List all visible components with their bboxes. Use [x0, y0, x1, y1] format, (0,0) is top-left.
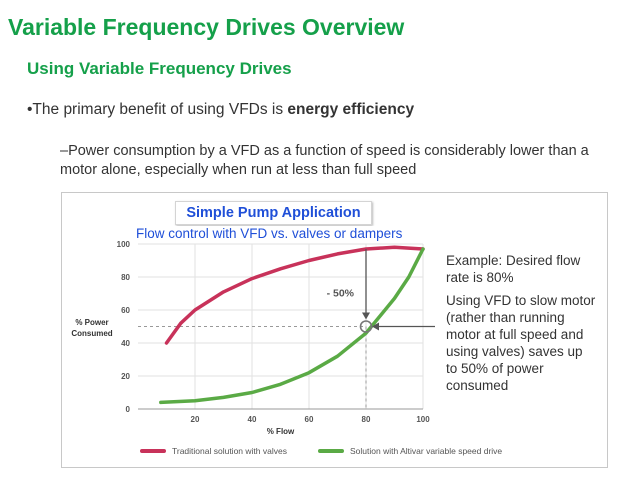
chart-title: Simple Pump Application [175, 201, 372, 225]
sub-bullet-power-consumption: –Power consumption by a VFD as a functio… [60, 143, 589, 178]
legend-label-vfd-curve: Solution with Altivar variable speed dri… [350, 446, 502, 456]
example-note-line-2: Using VFD to slow motor (rather than run… [446, 293, 596, 393]
x-tick-label: 60 [305, 415, 314, 424]
x-tick-label: 80 [362, 415, 371, 424]
operating-point-marker [359, 320, 373, 333]
y-axis-label-line-1: % Power [75, 318, 108, 327]
slide-subtitle: Using Variable Frequency Drives [27, 59, 292, 78]
vfd-curve [159, 247, 425, 405]
valves-curve [164, 245, 425, 345]
y-axis-label-line-2: Consumed [71, 329, 112, 338]
x-axis-label: % Flow [267, 427, 295, 436]
pointer-arrow-head [372, 322, 379, 331]
chart-subtitle: Flow control with VFD vs. valves or damp… [134, 226, 405, 241]
y-tick-label: 60 [121, 306, 130, 315]
bullet-primary-benefit-bold: energy efficiency [287, 101, 415, 118]
y-tick-label: 100 [117, 240, 131, 249]
y-tick-label: 20 [121, 372, 130, 381]
example-note: Example: Desired flow rate is 80% Using … [446, 252, 596, 400]
bullet-primary-benefit: •The primary benefit of using VFDs is en… [27, 101, 414, 119]
savings-annotation: - 50% [327, 288, 355, 300]
slide-title: Variable Frequency Drives Overview [8, 14, 405, 40]
x-tick-label: 20 [191, 415, 200, 424]
y-tick-label: 0 [126, 405, 131, 414]
x-tick-label: 40 [248, 415, 257, 424]
y-tick-label: 40 [121, 339, 130, 348]
example-note-line-1: Example: Desired flow rate is 80% [446, 253, 581, 285]
bullet-primary-benefit-text: •The primary benefit of using VFDs is [27, 101, 288, 118]
y-tick-label: 80 [121, 273, 130, 282]
savings-arrow-head [362, 312, 370, 320]
x-tick-label: 100 [416, 415, 430, 424]
legend-label-valves-curve: Traditional solution with valves [172, 446, 287, 456]
